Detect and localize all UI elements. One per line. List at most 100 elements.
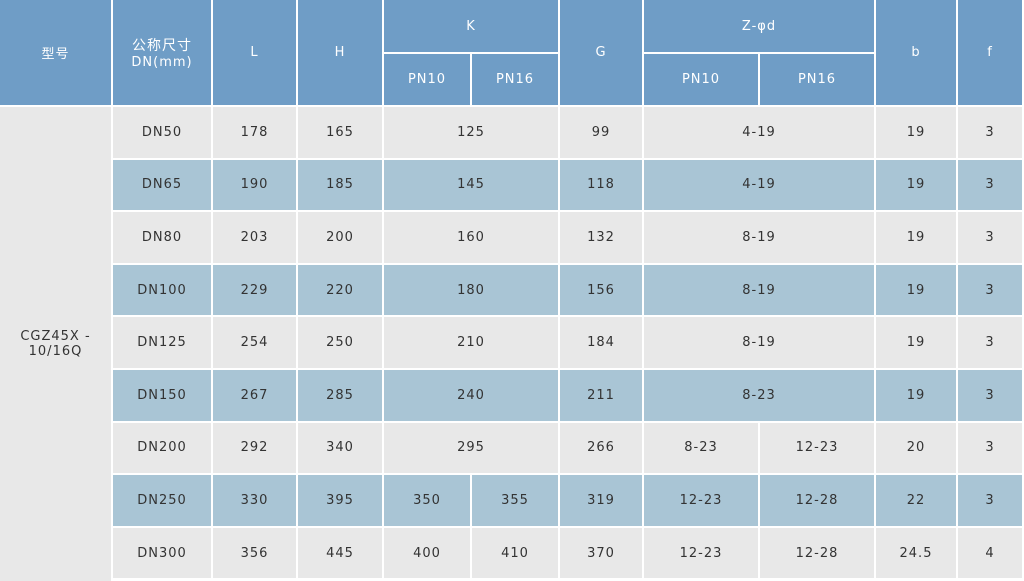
body-cell: DN150 (113, 370, 211, 421)
cell-text: 295 (457, 440, 485, 456)
cell-text: 3 (985, 282, 995, 298)
cell-text: PN16 (495, 72, 535, 87)
header-cell: L (213, 0, 296, 105)
body-cell: DN65 (113, 159, 211, 211)
cell-text: 99 (591, 124, 611, 140)
cell-text: 356 (240, 545, 269, 561)
header-cell: PN16 (472, 54, 558, 105)
cell-text: 200 (326, 229, 354, 245)
cell-text: 190 (240, 177, 269, 193)
body-cell: 400 (384, 527, 470, 579)
body-cell: 330 (213, 475, 296, 526)
body-cell: 3 (958, 422, 1022, 474)
cell-text: 340 (326, 440, 354, 456)
body-cell: 8-23 (644, 422, 758, 474)
body-cell: 20 (876, 422, 956, 474)
header-cell: H (298, 0, 382, 105)
body-cell: 410 (472, 527, 558, 579)
cell-text: 220 (326, 282, 354, 298)
body-cell: DN200 (113, 422, 211, 474)
cell-text: 4-19 (742, 124, 776, 140)
body-cell: 132 (560, 212, 642, 263)
body-cell: 19 (876, 107, 956, 158)
body-cell: 12-28 (760, 475, 874, 526)
cell-text: DN50 (141, 124, 183, 140)
cell-text: 266 (587, 440, 615, 456)
cell-text: 118 (587, 177, 615, 193)
body-cell: 190 (213, 159, 296, 211)
header-cell: PN16 (760, 54, 874, 105)
body-cell: 19 (876, 212, 956, 263)
cell-text: 4 (985, 545, 995, 561)
cell-text: 350 (413, 492, 441, 508)
body-cell: 8-19 (644, 264, 874, 316)
cell-text: 180 (457, 282, 485, 298)
cell-text: PN10 (407, 72, 447, 87)
cell-text: 12-23 (679, 492, 723, 508)
cell-text: 型号 (41, 47, 70, 62)
body-cell: 229 (213, 264, 296, 316)
cell-text: 203 (240, 229, 269, 245)
body-cell: 4 (958, 527, 1022, 579)
cell-text: 19 (906, 229, 926, 245)
header-cell: G (560, 0, 642, 105)
header-cell: b (876, 0, 956, 105)
cell-text: 8-19 (742, 282, 776, 298)
cell-text: 355 (501, 492, 529, 508)
cell-text: 3 (985, 229, 995, 245)
cell-text: 410 (501, 545, 529, 561)
body-cell: 156 (560, 264, 642, 316)
cell-text: f (987, 45, 993, 60)
body-cell: 210 (384, 317, 558, 368)
cell-text: DN(mm) (131, 55, 193, 70)
cell-text: 10/16Q (28, 344, 83, 359)
cell-text: 12-23 (795, 440, 839, 456)
body-cell: 220 (298, 264, 382, 316)
cell-text: 22 (906, 492, 926, 508)
body-cell: 12-23 (644, 475, 758, 526)
cell-text: 3 (985, 124, 995, 140)
cell-text: L (250, 45, 259, 60)
body-cell: 292 (213, 422, 296, 474)
header-cell: PN10 (644, 54, 758, 105)
cell-text: Z-φd (741, 18, 777, 34)
body-cell: 3 (958, 264, 1022, 316)
cell-text: PN16 (797, 72, 837, 87)
cell-text: H (334, 45, 346, 60)
cell-text: 229 (240, 282, 269, 298)
body-cell: 266 (560, 422, 642, 474)
cell-text: 178 (240, 124, 269, 140)
cell-text: 125 (457, 124, 485, 140)
body-cell: 3 (958, 317, 1022, 368)
cell-text: 3 (985, 492, 995, 508)
body-cell: 8-19 (644, 317, 874, 368)
cell-text: b (911, 45, 921, 60)
header-cell: PN10 (384, 54, 470, 105)
body-cell: 12-28 (760, 527, 874, 579)
cell-text: 3 (985, 335, 995, 351)
body-cell: 3 (958, 212, 1022, 263)
body-cell: 22 (876, 475, 956, 526)
body-cell: DN100 (113, 264, 211, 316)
cell-text: DN150 (137, 387, 187, 403)
cell-text: 211 (587, 387, 615, 403)
cell-text: 400 (413, 545, 441, 561)
cell-text: 20 (906, 440, 926, 456)
cell-text: 8-19 (742, 229, 776, 245)
cell-text: DN80 (141, 229, 183, 245)
cell-text: PN10 (681, 72, 721, 87)
body-cell: 4-19 (644, 107, 874, 158)
body-cell: DN50 (113, 107, 211, 158)
body-cell: 19 (876, 317, 956, 368)
cell-text: DN250 (137, 492, 187, 508)
cell-text: 3 (985, 387, 995, 403)
cell-text: DN100 (137, 282, 187, 298)
body-cell: 356 (213, 527, 296, 579)
body-cell: 165 (298, 107, 382, 158)
body-cell: 395 (298, 475, 382, 526)
cell-text: 240 (457, 387, 485, 403)
body-cell: 240 (384, 370, 558, 421)
body-cell: 125 (384, 107, 558, 158)
cell-text: CGZ45X - (20, 329, 91, 344)
cell-text: DN125 (137, 335, 187, 351)
